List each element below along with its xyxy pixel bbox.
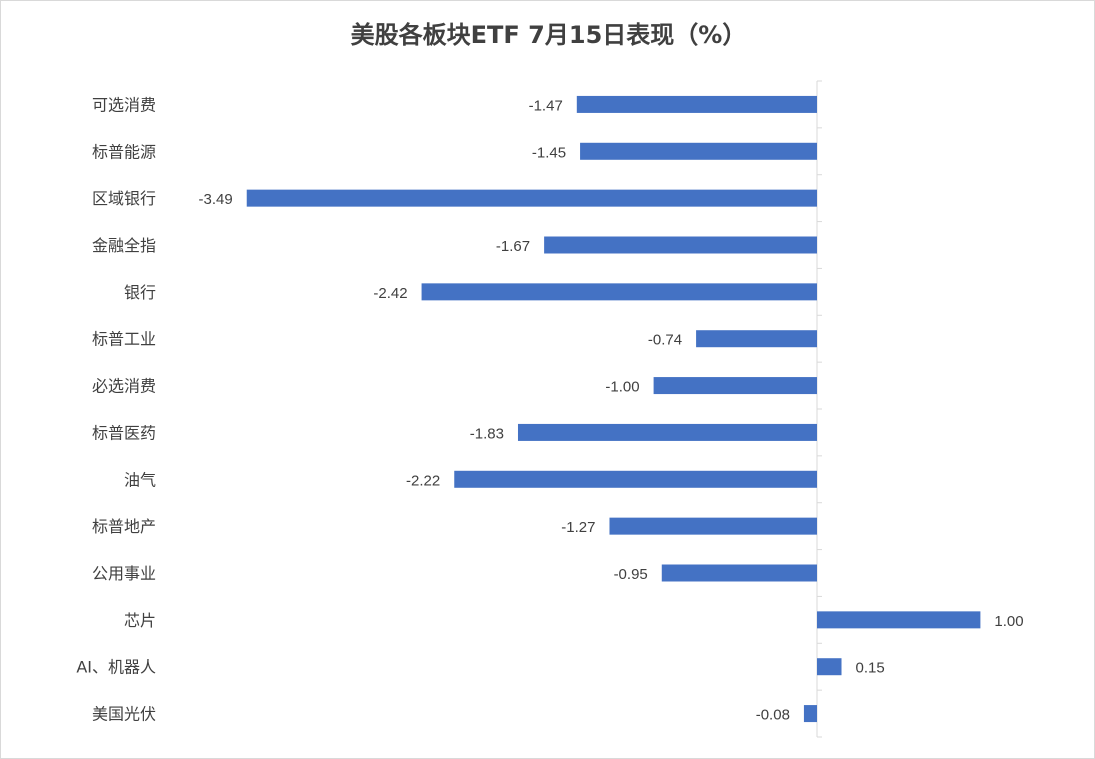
value-label: -1.47 — [529, 97, 563, 114]
category-label: 必选消费 — [92, 377, 156, 396]
category-label: 银行 — [124, 283, 156, 302]
category-label: 可选消费 — [92, 95, 156, 114]
bar — [454, 470, 817, 488]
value-label: -2.42 — [373, 285, 407, 302]
value-label: -1.83 — [470, 425, 504, 442]
category-label: AI、机器人 — [76, 658, 156, 677]
category-label: 标普地产 — [92, 517, 156, 536]
category-label: 标普能源 — [92, 142, 156, 161]
category-label: 芯片 — [124, 611, 156, 630]
value-label: -0.08 — [756, 707, 790, 724]
category-label: 区域银行 — [92, 189, 156, 208]
value-label: -2.22 — [406, 472, 440, 489]
value-label: -1.00 — [605, 379, 639, 396]
bar — [246, 189, 817, 207]
bar — [696, 330, 817, 348]
bar — [517, 423, 817, 441]
category-label: 标普医药 — [92, 423, 156, 442]
bar — [803, 705, 817, 723]
bar — [609, 517, 817, 535]
bar — [580, 142, 817, 160]
bar — [544, 236, 817, 254]
category-label: 油气 — [124, 470, 156, 489]
category-label: 标普工业 — [92, 330, 156, 349]
bar — [661, 564, 817, 582]
category-label: 美国光伏 — [92, 705, 156, 724]
bar — [817, 611, 981, 629]
bar — [817, 658, 842, 676]
value-label: 0.15 — [856, 660, 885, 677]
value-label: -3.49 — [199, 191, 233, 208]
value-label: -1.45 — [532, 144, 566, 161]
bar — [421, 283, 817, 301]
category-label: 金融全指 — [92, 236, 156, 255]
value-label: -1.27 — [561, 519, 595, 536]
chart-title: 美股各板块ETF 7月15日表现（%） — [350, 21, 747, 49]
value-label: -1.67 — [496, 238, 530, 255]
bar — [576, 95, 817, 113]
category-label: 公用事业 — [92, 564, 156, 583]
bar — [653, 377, 817, 395]
value-label: 1.00 — [994, 613, 1023, 630]
value-label: -0.74 — [648, 332, 682, 349]
value-label: -0.95 — [614, 566, 648, 583]
